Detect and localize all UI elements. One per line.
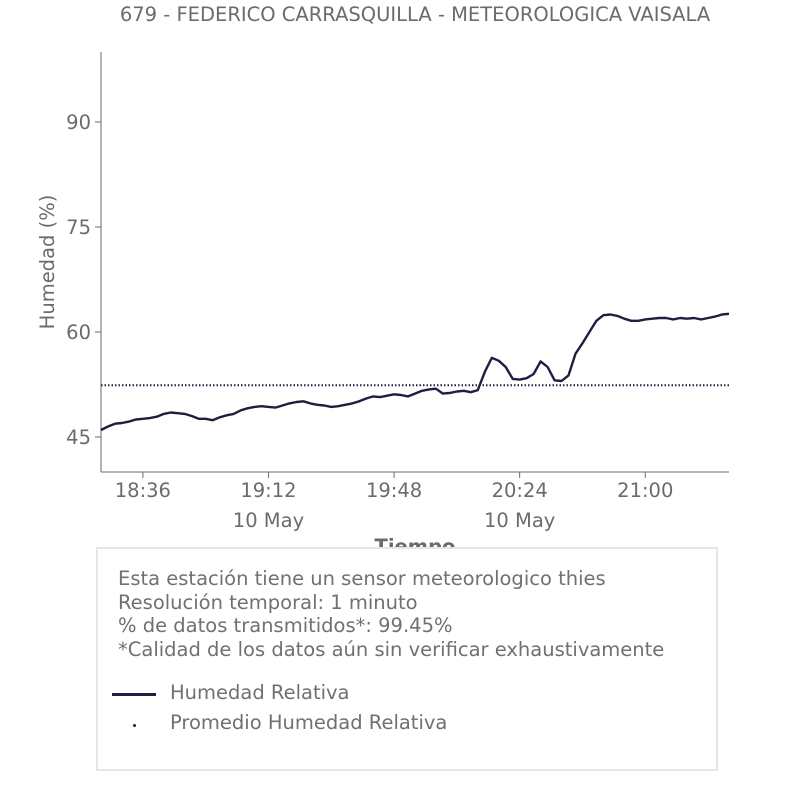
y-tick-label: 45	[66, 426, 91, 449]
y-tick-label: 90	[66, 111, 91, 134]
info-line-transmitted: % de datos transmitidos*: 99.45%	[118, 614, 453, 637]
x-tick-label: 21:00	[617, 479, 673, 502]
x-tick-date-label: 10 May	[484, 509, 555, 532]
legend-dot-swatch	[133, 724, 136, 727]
info-box: Esta estación tiene un sensor meteorolog…	[96, 547, 718, 771]
x-tick-label: 20:24	[492, 479, 548, 502]
x-tick-label: 19:48	[366, 479, 422, 502]
y-tick-label: 75	[66, 216, 91, 239]
info-line-sensor: Esta estación tiene un sensor meteorolog…	[118, 567, 606, 590]
legend-label-promedio: Promedio Humedad Relativa	[170, 711, 448, 734]
y-axis-label: Humedad (%)	[36, 195, 59, 330]
chart-title: 679 - FEDERICO CARRASQUILLA - METEOROLOG…	[120, 3, 711, 26]
info-line-resolution: Resolución temporal: 1 minuto	[118, 590, 418, 614]
legend-line-swatch	[112, 693, 156, 696]
x-tick-label: 18:36	[115, 479, 171, 502]
humidity-series-line	[100, 312, 730, 432]
info-line-quality: *Calidad de los datos aún sin verificar …	[118, 637, 665, 661]
legend-label-humedad: Humedad Relativa	[170, 681, 350, 704]
y-tick-label: 60	[66, 321, 91, 344]
station-info: Esta estación tiene un sensor meteorolog…	[118, 567, 664, 661]
x-tick-date-label: 10 May	[233, 509, 304, 532]
x-tick-label: 19:12	[240, 479, 296, 502]
